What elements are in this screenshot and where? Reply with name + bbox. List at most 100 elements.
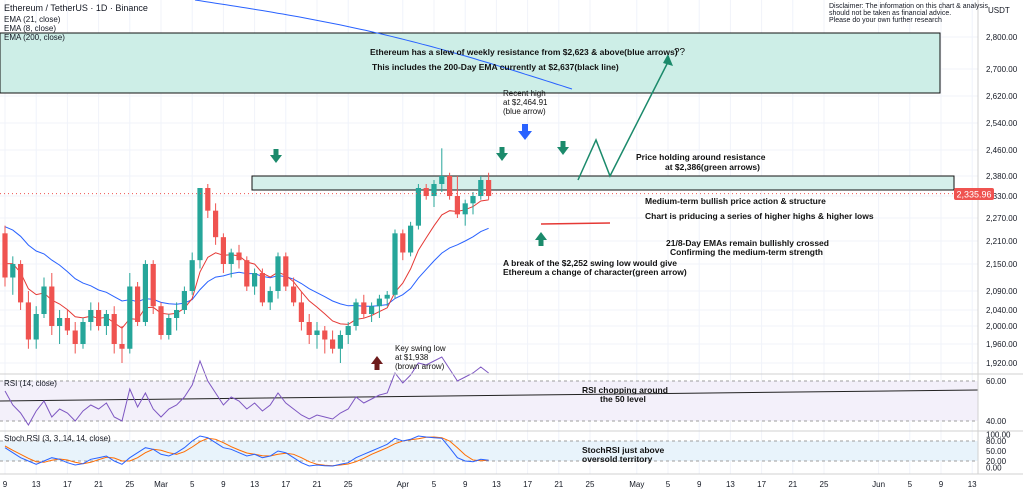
- price-axis[interactable]: 1,920.00 1,960.00 2,000.00 2,040.00 2,090.00…: [986, 33, 1018, 368]
- annotation-recent-high-3: (blue arrow): [503, 107, 546, 116]
- time-tick-0: 9: [3, 480, 8, 489]
- rsi-title[interactable]: RSI (14, close): [4, 379, 57, 388]
- time-tick-15: 13: [492, 480, 501, 489]
- candle-24: [189, 252, 195, 295]
- time-tick-9: 17: [281, 480, 290, 489]
- candle-53: [415, 184, 421, 230]
- projection-arrowhead: [663, 54, 673, 66]
- rsi-pane: [0, 380, 979, 422]
- time-tick-20: 5: [666, 480, 671, 489]
- stoch-title[interactable]: Stoch RSI (3, 3, 14, 14, close): [4, 434, 111, 443]
- indicator-ema21[interactable]: EMA (21, close): [4, 15, 61, 24]
- rsi-tick-0: 40.00: [986, 417, 1007, 426]
- time-tick-6: 5: [190, 480, 195, 489]
- candle-50: [392, 229, 398, 299]
- price-tick-7: 2,270.00: [986, 214, 1018, 223]
- brown-arrow-key-low: [371, 356, 383, 370]
- currency-label: USDT: [988, 6, 1010, 15]
- annotation-rsi-2: the 50 level: [600, 394, 646, 404]
- candle-34: [267, 286, 273, 310]
- candle-44: [345, 322, 351, 344]
- candle-40: [314, 322, 320, 349]
- candle-47: [369, 302, 375, 322]
- candle-25: [197, 188, 203, 269]
- time-tick-14: 9: [463, 480, 468, 489]
- annotation-rsi-1: RSI chopping around: [582, 385, 668, 395]
- candle-29: [228, 248, 234, 278]
- green-arrow-swing-low: [535, 232, 547, 246]
- candle-15: [119, 326, 125, 363]
- last-price-badge: [954, 188, 994, 200]
- green-arrow-apr-1: [496, 147, 508, 161]
- time-tick-2: 17: [63, 480, 72, 489]
- candle-10: [80, 318, 86, 349]
- annotation-holding-1: Price holding around resistance: [636, 152, 766, 162]
- time-tick-16: 17: [523, 480, 532, 489]
- candle-33: [259, 268, 265, 307]
- stoch-pane: [0, 440, 978, 462]
- swing-low-line: [540, 222, 611, 225]
- indicator-ema200[interactable]: EMA (200, close): [4, 33, 65, 42]
- green-arrow-feb: [270, 149, 282, 163]
- stoch-tick-3: 80.00: [986, 437, 1007, 446]
- candle-19: [150, 260, 156, 314]
- time-tick-11: 25: [344, 480, 353, 489]
- ema200-line: [194, 0, 573, 90]
- time-tick-18: 25: [586, 480, 595, 489]
- time-tick-24: 21: [788, 480, 797, 489]
- price-tick-4: 2,090.00: [986, 287, 1018, 296]
- candle-37: [291, 277, 297, 307]
- time-tick-23: 17: [757, 480, 766, 489]
- weekly-resistance-zone: [0, 32, 941, 94]
- price-tick-9: 2,380.00: [986, 172, 1018, 181]
- price-tick-12: 2,620.00: [986, 92, 1018, 101]
- rsi-trendline: [0, 389, 979, 402]
- candle-36: [283, 252, 289, 291]
- green-arrow-apr-2: [557, 141, 569, 155]
- price-tick-6: 2,210.00: [986, 237, 1018, 246]
- time-tick-27: 5: [908, 480, 913, 489]
- candle-12: [96, 302, 102, 331]
- candle-18: [142, 260, 148, 326]
- time-axis[interactable]: 9 13 17 21 25 Mar 5 9 13 17 21 25 Apr 5 9 13 17 21 25 May 5 9…: [3, 480, 977, 489]
- candle-55: [431, 180, 437, 207]
- time-tick-29: 13: [968, 480, 977, 489]
- stoch-tick-2: 50.00: [986, 447, 1007, 456]
- price-tick-14: 2,800.00: [986, 33, 1018, 42]
- candle-13: [103, 310, 109, 335]
- annotation-medium-term: Medium-term bullish price action & struc…: [645, 196, 826, 206]
- candle-32: [252, 268, 258, 295]
- time-tick-28: 9: [939, 480, 944, 489]
- stoch-tick-0: 0.00: [986, 464, 1002, 473]
- candle-5: [41, 277, 47, 318]
- time-tick-22: 13: [726, 480, 735, 489]
- stoch-k-path: [4, 435, 489, 467]
- time-tick-17: 21: [554, 480, 563, 489]
- annotation-ema-cross-2: Confirming the medium-term strength: [670, 247, 823, 257]
- candle-0: [2, 225, 8, 287]
- candle-6: [49, 273, 55, 335]
- time-tick-4: 25: [125, 480, 134, 489]
- indicator-ema8[interactable]: EMA (8, close): [4, 24, 56, 33]
- rsi-path: [4, 356, 489, 426]
- stoch-lines: [4, 435, 489, 467]
- annotation-weekly-resistance-1: Ethereum has a slew of weekly resistance…: [370, 47, 678, 57]
- candle-14: [111, 306, 117, 354]
- stoch-tick-4: 100.00: [986, 430, 1011, 439]
- candle-3: [25, 291, 31, 349]
- candles: [2, 148, 492, 363]
- annotation-stoch-2: oversold territory: [582, 454, 653, 464]
- candle-26: [205, 184, 211, 218]
- rsi-line: [4, 356, 489, 426]
- candle-8: [64, 310, 70, 335]
- candle-57: [447, 172, 453, 200]
- price-tick-13: 2,700.00: [986, 65, 1018, 74]
- candle-48: [376, 294, 382, 318]
- time-tick-10: 21: [313, 480, 322, 489]
- candle-62: [486, 172, 492, 200]
- candle-38: [298, 291, 304, 331]
- candle-35: [275, 252, 281, 299]
- price-tick-11: 2,540.00: [986, 119, 1018, 128]
